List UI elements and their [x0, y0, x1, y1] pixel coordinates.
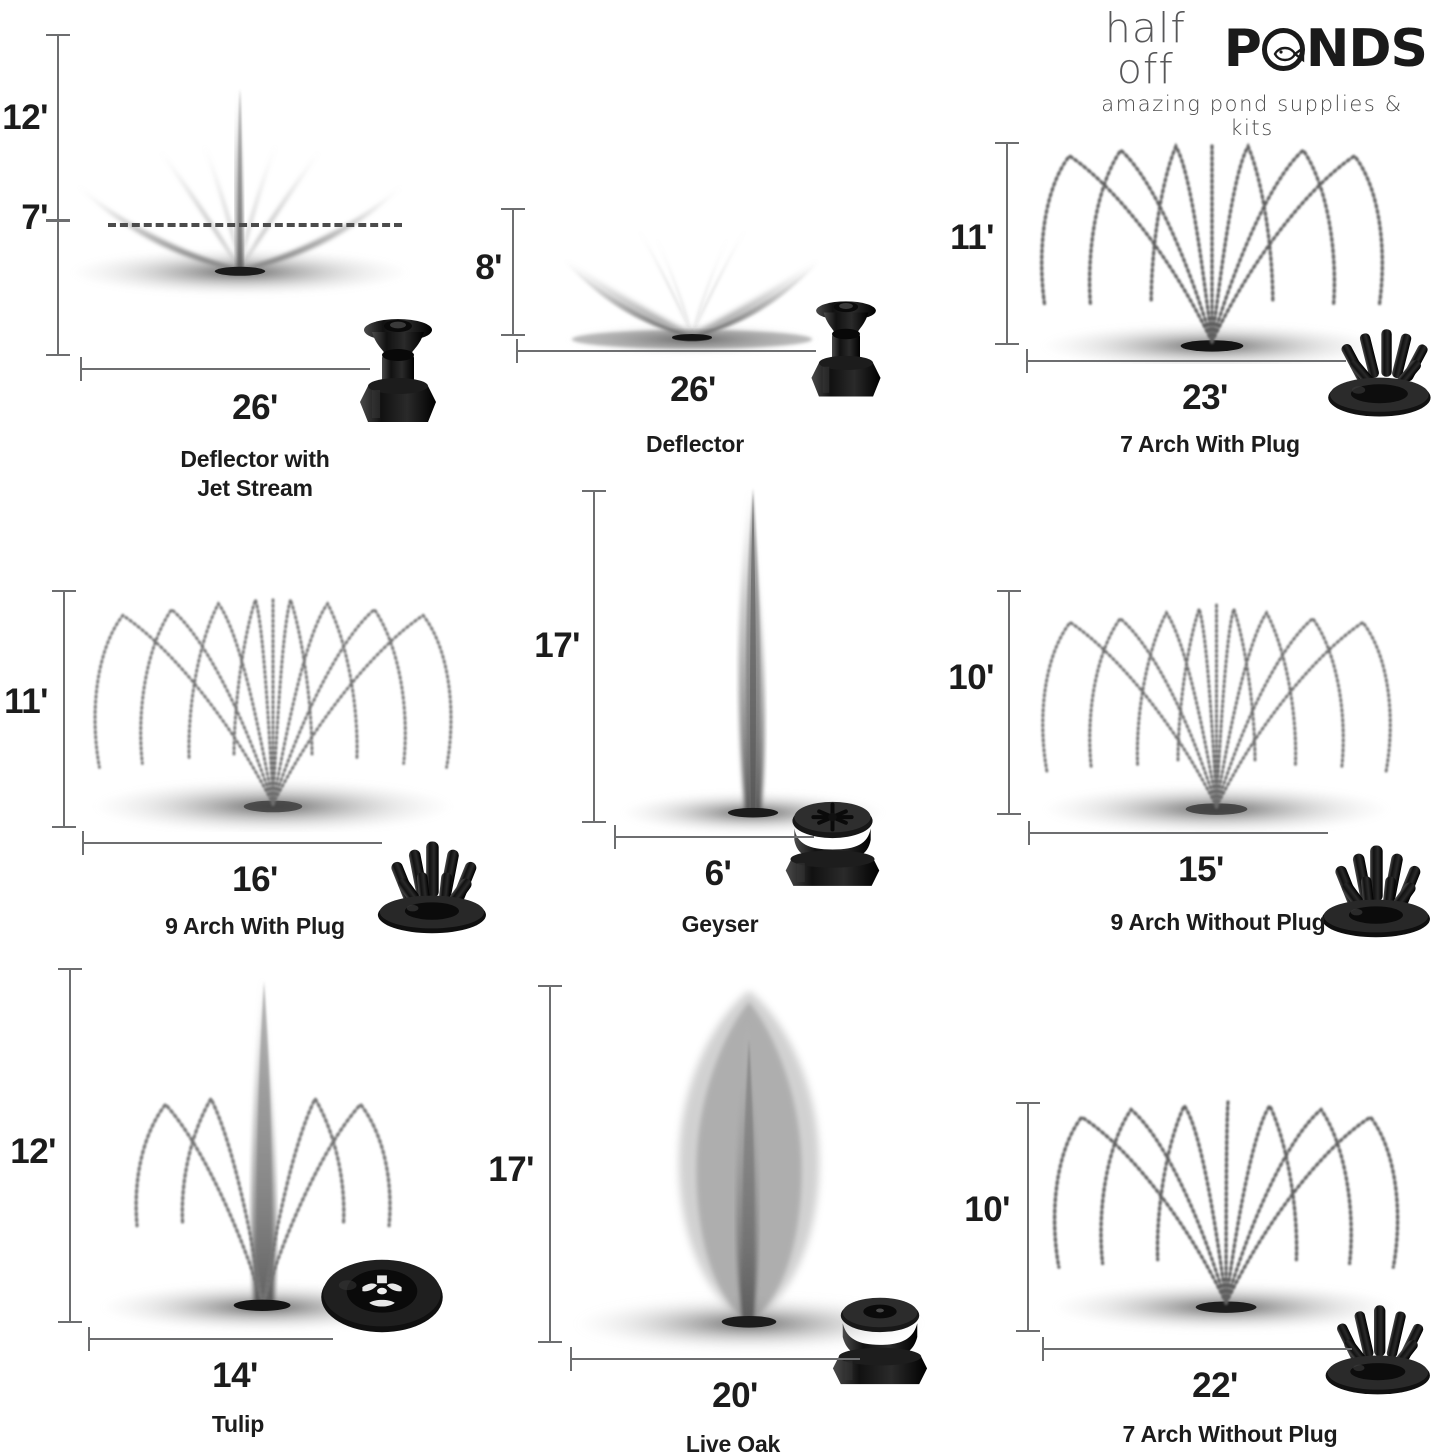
- logo-tagline: amazing pond supplies & kits: [1101, 92, 1403, 140]
- width-ruler-horizontal: [1028, 821, 1328, 845]
- spray-pattern-deflector-jet: [70, 88, 410, 296]
- height-ruler-vertical: [501, 208, 525, 336]
- arch-nozzle: [1325, 1305, 1430, 1395]
- pattern-name: Deflector with Jet Stream: [100, 445, 410, 503]
- pattern-name-line1: 7 Arch With Plug: [1120, 431, 1300, 457]
- height-label-primary: 12': [10, 1132, 56, 1171]
- panel-live-oak: 17' 20' Live Oak: [470, 960, 940, 1452]
- deflector-nozzle: [811, 301, 881, 397]
- fish-in-o-icon: [1261, 27, 1305, 71]
- height-ruler-vertical: [46, 34, 70, 356]
- spray-pattern-9-arch: [93, 595, 453, 832]
- logo-halfoff-text: half off: [1104, 4, 1186, 93]
- height-label-primary: 10': [948, 658, 994, 697]
- logo-ponds-suffix: NDS: [1305, 19, 1428, 79]
- width-label: 15': [1178, 850, 1224, 889]
- panel-7-arch-without-plug: 10': [930, 1080, 1430, 1452]
- pattern-name: Tulip: [148, 1410, 328, 1439]
- logo-wordmark: half off P NDS: [1077, 4, 1428, 93]
- spray-pattern-7-arch: [1052, 1100, 1400, 1332]
- height-ruler-vertical: [52, 590, 76, 828]
- spray-pattern-live-oak: [575, 990, 923, 1351]
- spray-pattern-geyser: [621, 487, 885, 834]
- height-ruler-vertical: [538, 985, 562, 1343]
- height-label-primary: 11': [4, 682, 48, 721]
- liveoak-nozzle: [832, 1297, 928, 1385]
- arch-nozzle: [1328, 329, 1431, 417]
- height-label-primary: 10': [964, 1190, 1010, 1229]
- panel-deflector: 8' 26' Deflector: [450, 180, 900, 480]
- tulip-nozzle: [321, 1259, 443, 1333]
- width-ruler-horizontal: [614, 825, 814, 849]
- height-label-primary: 8': [475, 248, 502, 287]
- width-ruler-horizontal: [88, 1327, 333, 1351]
- height-ruler-midtick: [46, 219, 70, 222]
- logo-ponds-prefix: P: [1223, 19, 1262, 79]
- arch-nozzle: [1321, 845, 1430, 938]
- pattern-name: 9 Arch With Plug: [90, 912, 420, 941]
- pattern-name: 7 Arch With Plug: [1050, 430, 1370, 459]
- panel-9-arch-with-plug: 11': [0, 560, 490, 950]
- height-label-primary: 11': [950, 218, 994, 257]
- pattern-name-line1: Geyser: [681, 911, 759, 937]
- pattern-name-line1: Tulip: [211, 1411, 265, 1437]
- width-label: 26': [232, 388, 278, 427]
- pattern-name-line1: Deflector with: [180, 446, 330, 472]
- width-ruler-horizontal: [570, 1347, 860, 1371]
- panel-deflector-with-jet-stream: 12' 7' 26': [0, 20, 440, 501]
- pattern-name-line1: Live Oak: [685, 1431, 781, 1452]
- logo-ponds-text: P NDS: [1223, 19, 1428, 79]
- panel-9-arch-without-plug: 10': [930, 560, 1430, 950]
- pattern-name: 7 Arch Without Plug: [1040, 1420, 1420, 1449]
- height-ruler-vertical: [997, 590, 1021, 815]
- pattern-name-line1: Deflector: [646, 431, 744, 457]
- reference-dashed-line: [108, 223, 402, 227]
- pattern-name: Live Oak: [618, 1430, 848, 1452]
- pattern-name-line1: 9 Arch With Plug: [165, 913, 345, 939]
- width-label: 22': [1192, 1366, 1238, 1405]
- width-ruler-horizontal: [1042, 1337, 1352, 1361]
- height-label-primary: 17': [534, 626, 580, 665]
- geyser-nozzle: [785, 801, 880, 886]
- pattern-name-line1: 7 Arch Without Plug: [1122, 1421, 1338, 1447]
- width-ruler-horizontal: [80, 357, 370, 381]
- width-label: 26': [670, 370, 716, 409]
- width-label: 23': [1182, 378, 1228, 417]
- pattern-name: Deflector: [555, 430, 835, 459]
- panel-geyser: 17': [480, 470, 930, 950]
- width-ruler-horizontal: [1026, 349, 1346, 373]
- height-label-primary: 12': [2, 98, 48, 137]
- pattern-name: 9 Arch Without Plug: [1028, 908, 1408, 937]
- width-label: 6': [704, 854, 732, 893]
- panel-tulip: 12': [0, 940, 450, 1452]
- height-label-secondary: 7': [21, 198, 48, 237]
- height-ruler-vertical: [1016, 1102, 1040, 1332]
- deflector-nozzle: [360, 319, 436, 422]
- arch-nozzle: [377, 841, 486, 934]
- width-label: 20': [712, 1376, 758, 1415]
- pattern-name-line1: 9 Arch Without Plug: [1110, 909, 1326, 935]
- brand-logo: half off P NDS amazing pond supplies & k…: [1077, 4, 1428, 141]
- width-ruler-horizontal: [82, 831, 382, 855]
- width-label: 16': [232, 860, 278, 899]
- pattern-name-line2: Jet Stream: [197, 474, 313, 501]
- spray-pattern-9-arch: [1041, 603, 1392, 834]
- spray-pattern-7-arch: [1040, 142, 1384, 364]
- height-ruler-vertical: [995, 142, 1019, 345]
- panel-7-arch-with-plug: 11': [930, 120, 1431, 460]
- spray-pattern-deflector: [564, 198, 820, 358]
- height-ruler-vertical: [58, 968, 82, 1323]
- height-ruler-vertical: [582, 490, 606, 823]
- width-ruler-horizontal: [516, 339, 816, 363]
- height-label-primary: 17': [488, 1150, 534, 1189]
- pattern-name: Geyser: [620, 910, 820, 939]
- width-label: 14': [212, 1356, 258, 1395]
